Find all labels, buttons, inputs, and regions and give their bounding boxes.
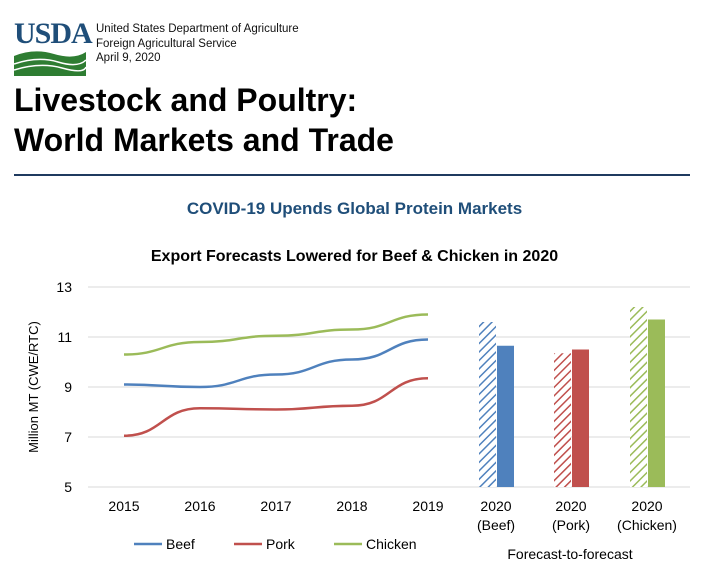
forecast-bar-current	[572, 349, 589, 487]
report-date: April 9, 2020	[96, 52, 161, 64]
agency-line: Foreign Agricultural Service	[96, 37, 237, 50]
forecast-group-label: (Pork)	[552, 517, 590, 533]
report-title-line: World Markets and Trade	[14, 122, 394, 158]
x-tick-label: 2018	[336, 498, 367, 514]
forecast-group-label: 2020	[480, 498, 511, 514]
x-tick-label: 2019	[412, 498, 443, 514]
usda-logo: USDA	[14, 18, 93, 76]
y-tick-label: 13	[56, 279, 72, 295]
forecast-group-label: (Chicken)	[617, 517, 677, 533]
forecast-group-label: (Beef)	[477, 517, 515, 533]
usda-logo-text: USDA	[14, 17, 93, 50]
series-line-beef	[123, 338, 429, 389]
y-tick-label: 9	[64, 379, 72, 395]
forecast-bar-previous	[554, 353, 571, 487]
y-axis-label: Million MT (CWE/RTC)	[26, 321, 41, 453]
x-tick-label: 2017	[260, 498, 291, 514]
chart-title: Export Forecasts Lowered for Beef & Chic…	[150, 248, 559, 265]
title-divider	[14, 174, 690, 176]
x-tick-label: 2015	[108, 498, 139, 514]
legend-label: Beef	[166, 536, 195, 552]
forecast-bar-current	[648, 319, 665, 487]
y-tick-label: 11	[57, 329, 72, 345]
agency-line: United States Department of Agriculture	[96, 23, 299, 35]
legend-label: Chicken	[366, 536, 417, 552]
report-title: Livestock and Poultry: World Markets and…	[14, 80, 394, 160]
forecast-bars-label: Forecast-to-forecast	[507, 546, 632, 562]
report-header: USDA United States Department of Agricul…	[14, 14, 694, 76]
usda-logo-hills-icon	[14, 51, 86, 76]
forecast-bar-current	[497, 345, 514, 487]
forecast-group-label: 2020	[631, 498, 662, 514]
forecast-bar-previous	[630, 307, 647, 487]
legend-label: Pork	[266, 536, 296, 552]
x-tick-label: 2016	[184, 498, 215, 514]
agency-info: United States Department of Agriculture …	[96, 22, 299, 66]
export-forecast-chart: 5 7 9 11 13 Million MT (CWE/RTC) 2015 2016 2017 2…	[26, 279, 690, 562]
forecast-group-label: 2020	[555, 498, 586, 514]
forecast-bar-previous	[479, 322, 496, 487]
series-line-chicken	[123, 313, 429, 356]
series-line-pork	[123, 377, 429, 437]
y-tick-label: 7	[64, 429, 72, 445]
y-tick-label: 5	[64, 479, 72, 495]
report-title-line: Livestock and Poultry:	[14, 82, 358, 118]
page-subtitle: COVID-19 Upends Global Protein Markets	[186, 199, 523, 218]
